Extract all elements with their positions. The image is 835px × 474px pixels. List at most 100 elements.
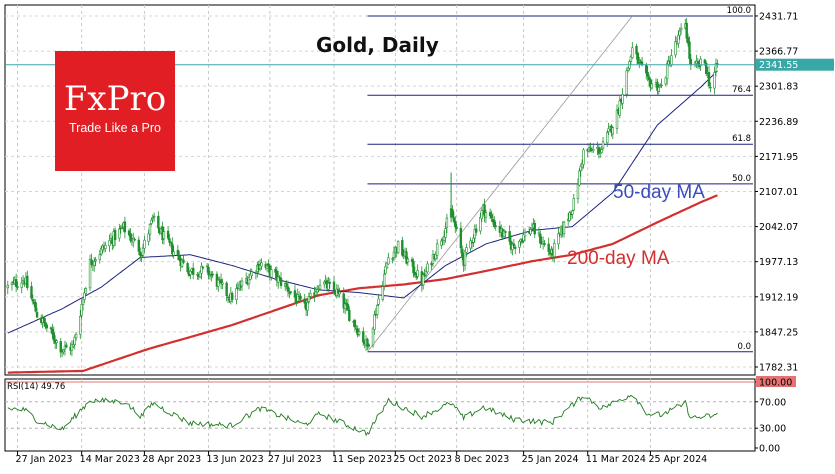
candle-body bbox=[530, 228, 534, 231]
ma50-line bbox=[7, 70, 718, 334]
candle-body bbox=[355, 327, 358, 330]
y-tick-label: 1977.13 bbox=[759, 257, 798, 268]
candle-body bbox=[221, 282, 224, 285]
fib-level-label: 100.0 bbox=[727, 6, 751, 16]
candle-body bbox=[553, 242, 556, 258]
candle-body bbox=[709, 86, 712, 89]
candle-body bbox=[338, 291, 341, 295]
candle-body bbox=[79, 315, 82, 335]
candle-body bbox=[541, 241, 545, 245]
candle-body bbox=[254, 272, 258, 274]
candle-body bbox=[70, 344, 74, 351]
candle-body bbox=[336, 289, 340, 294]
candle-body bbox=[455, 227, 458, 229]
candle-body bbox=[74, 334, 78, 339]
candle-body bbox=[473, 229, 476, 239]
candle-body bbox=[488, 212, 492, 217]
candle-body bbox=[647, 76, 651, 81]
candle-body bbox=[713, 72, 716, 89]
candle-body bbox=[26, 275, 29, 288]
candle-body bbox=[452, 217, 456, 222]
candle-body bbox=[454, 220, 457, 228]
candle-body bbox=[618, 100, 621, 116]
candle-body bbox=[94, 259, 97, 262]
fib-level-label: 76.4 bbox=[732, 85, 751, 95]
candle-body bbox=[442, 236, 446, 241]
candle-body bbox=[80, 304, 83, 316]
candle-body bbox=[108, 240, 111, 247]
candle-body bbox=[260, 262, 263, 267]
candle-body bbox=[392, 251, 396, 259]
x-tick-label: 25 Apr 2024 bbox=[648, 454, 707, 465]
candle-body bbox=[578, 170, 581, 186]
candle-body bbox=[286, 286, 290, 292]
candle-body bbox=[186, 263, 189, 273]
candle-body bbox=[211, 273, 214, 276]
candle-body bbox=[631, 47, 634, 59]
candle-body bbox=[353, 320, 357, 328]
candle-body bbox=[522, 234, 525, 241]
candle-body bbox=[299, 295, 302, 300]
candle-body bbox=[396, 241, 400, 254]
candle-body bbox=[445, 217, 449, 228]
candle-body bbox=[387, 257, 390, 265]
rsi-plot-frame bbox=[4, 378, 756, 452]
y-tick-label: 1847.25 bbox=[759, 327, 798, 338]
candle-body bbox=[615, 109, 619, 129]
logo-name: FxPro bbox=[64, 79, 166, 119]
candle-body bbox=[508, 231, 511, 242]
candle-body bbox=[611, 127, 615, 135]
candle-body bbox=[416, 270, 419, 277]
candle-body bbox=[381, 286, 384, 300]
y-tick-label: 2171.95 bbox=[759, 152, 798, 163]
x-tick-label: 8 Dec 2023 bbox=[455, 454, 510, 465]
candle-body bbox=[231, 293, 234, 300]
candle-body bbox=[686, 37, 690, 44]
candle-body bbox=[35, 312, 39, 318]
candle-body bbox=[600, 149, 603, 154]
candle-body bbox=[636, 52, 640, 64]
candle-body bbox=[483, 204, 486, 217]
logo-background bbox=[55, 51, 175, 171]
candle-body bbox=[493, 220, 496, 227]
candle-body bbox=[470, 242, 474, 244]
candle-body bbox=[98, 254, 102, 260]
candle-body bbox=[180, 259, 184, 267]
candles bbox=[6, 17, 719, 358]
candle-body bbox=[323, 281, 326, 285]
y-tick-label: 2301.83 bbox=[759, 82, 798, 93]
candle-body bbox=[16, 286, 19, 288]
candle-body bbox=[705, 62, 708, 75]
candle-body bbox=[592, 148, 595, 151]
candle-body bbox=[469, 240, 472, 249]
candle-body bbox=[289, 291, 292, 293]
candle-body bbox=[502, 230, 506, 238]
candle-body bbox=[14, 279, 18, 287]
rsi-y-tick-label: 30.00 bbox=[759, 424, 786, 435]
candle-body bbox=[463, 250, 467, 266]
candle-body bbox=[139, 251, 142, 256]
y-tick-label: 2236.89 bbox=[759, 117, 798, 128]
x-tick-label: 28 Apr 2023 bbox=[142, 454, 201, 465]
candle-body bbox=[258, 264, 262, 269]
candle-body bbox=[270, 269, 273, 278]
rsi-panel: 100.00 70.00 30.00 0.00 bbox=[5, 376, 796, 455]
candle-body bbox=[201, 266, 205, 269]
ma200-line bbox=[7, 194, 718, 374]
candle-body bbox=[208, 273, 212, 276]
candle-body bbox=[444, 228, 447, 238]
candle-body bbox=[346, 304, 350, 311]
y-tick-label: 1912.19 bbox=[759, 292, 798, 303]
candle-body bbox=[192, 267, 195, 275]
candle-body bbox=[200, 265, 203, 274]
candle-body bbox=[137, 239, 141, 252]
candle-body bbox=[504, 231, 507, 233]
candle-body bbox=[249, 273, 252, 280]
candle-body bbox=[459, 227, 463, 249]
candle-body bbox=[219, 279, 223, 284]
candle-body bbox=[342, 293, 345, 309]
candle-body bbox=[362, 331, 365, 343]
x-tick-label: 11 Sep 2023 bbox=[332, 454, 392, 465]
candle-body bbox=[44, 322, 47, 327]
